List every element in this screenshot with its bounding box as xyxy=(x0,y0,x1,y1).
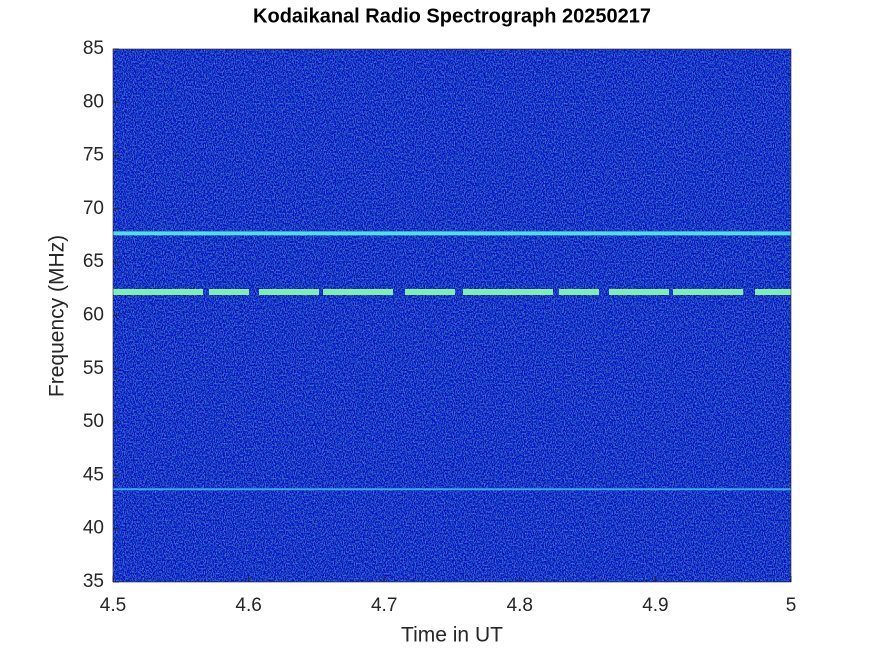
y-axis-label: Frequency (MHz) xyxy=(46,235,69,397)
y-tick-label: 60 xyxy=(83,305,104,326)
y-tick-label: 85 xyxy=(83,38,104,59)
chart-title: Kodaikanal Radio Spectrograph 20250217 xyxy=(253,5,651,27)
y-tick-label: 70 xyxy=(83,198,104,219)
x-tick-label: 4.7 xyxy=(371,595,397,616)
y-tick-label: 35 xyxy=(83,571,104,592)
noise xyxy=(113,49,791,582)
y-tick-label: 65 xyxy=(83,251,104,272)
x-tick-label: 4.6 xyxy=(235,595,261,616)
x-tick-label: 4.5 xyxy=(100,595,126,616)
x-tick-label: 5 xyxy=(786,595,797,616)
y-tick-label: 50 xyxy=(83,411,104,432)
y-tick-label: 55 xyxy=(83,358,104,379)
x-tick-label: 4.9 xyxy=(642,595,668,616)
y-tick-label: 75 xyxy=(83,145,104,166)
x-axis-label: Time in UT xyxy=(401,624,503,647)
y-tick-label: 80 xyxy=(83,91,104,112)
y-tick-label: 40 xyxy=(83,518,104,539)
y-tick-label: 45 xyxy=(83,464,104,485)
x-tick-label: 4.8 xyxy=(507,595,533,616)
